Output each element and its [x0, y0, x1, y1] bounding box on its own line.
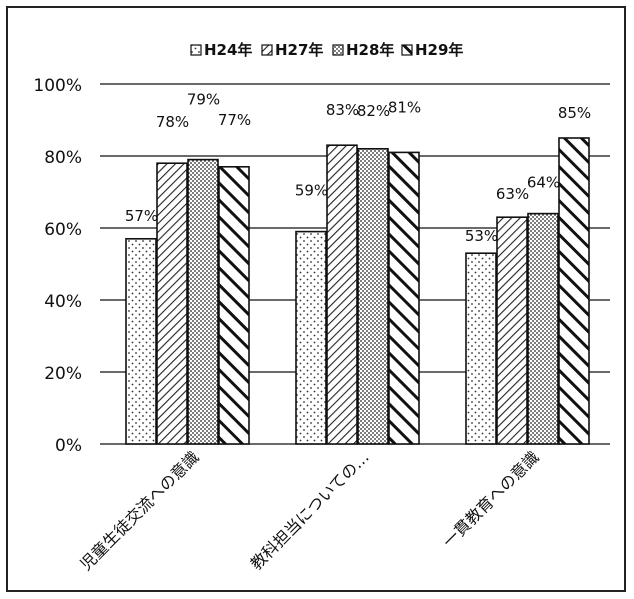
y-tick-label: 60%	[44, 220, 82, 240]
y-tick-label: 40%	[44, 292, 82, 312]
legend-label-H24年: H24年	[204, 41, 252, 59]
x-axis: 児童生徒交流への意識 教科担当についての… 一貫教育への意識	[76, 447, 543, 574]
legend-swatch-H28年	[332, 44, 344, 56]
y-tick-label: 20%	[44, 364, 82, 384]
bar-H28年-2	[527, 212, 559, 445]
bars	[125, 137, 590, 445]
bar-H27年-0	[156, 162, 188, 445]
data-label: 57%	[125, 207, 158, 225]
data-label: 63%	[496, 185, 529, 203]
data-label: 53%	[465, 227, 498, 245]
legend-label-H27年: H27年	[275, 41, 323, 59]
bar-H28年-1	[357, 148, 389, 445]
y-tick-label: 100%	[33, 76, 82, 96]
data-label: 79%	[187, 91, 220, 109]
bar-H29年-2	[558, 137, 590, 445]
data-label: 82%	[357, 102, 390, 120]
bar-H27年-2	[496, 216, 528, 445]
bar-H29年-1	[388, 151, 420, 445]
data-labels: 57% 78% 79% 77% 59% 83%82%81% 53% 63%64% 85%	[125, 91, 591, 246]
x-category-label: 児童生徒交流への意識	[76, 447, 203, 574]
bar-H24年-1	[295, 230, 327, 445]
legend-label-H29年: H29年	[415, 41, 463, 59]
y-axis: 0% 20% 40% 60% 80% 100%	[33, 76, 82, 456]
bar-H28年-0	[187, 158, 219, 445]
data-label: 64%	[527, 174, 560, 192]
legend-label-H28年: H28年	[346, 41, 394, 59]
bar-H27年-1	[326, 144, 358, 445]
legend-swatch-H24年	[190, 44, 202, 56]
bar-H24年-0	[125, 238, 157, 445]
legend: H24年 H27年 H28年 H29年	[190, 41, 463, 59]
legend-swatch-H29年	[401, 44, 413, 56]
data-label: 78%	[156, 113, 189, 131]
data-label: 85%	[558, 104, 591, 122]
chart-frame: H24年 H27年 H28年 H29年 0% 20% 40% 60% 80% 100% 57% 7…	[6, 6, 626, 592]
legend-swatch-H27年	[261, 44, 273, 56]
x-category-label: 教科担当についての…	[247, 447, 373, 573]
bar-H29年-0	[218, 166, 250, 445]
x-category-label: 一貫教育への意識	[439, 447, 543, 551]
y-tick-label: 80%	[44, 148, 82, 168]
y-tick-label: 0%	[55, 436, 82, 456]
data-label: 59%	[295, 182, 328, 200]
bar-H24年-2	[465, 252, 497, 445]
bar-chart: H24年 H27年 H28年 H29年 0% 20% 40% 60% 80% 100% 57% 7…	[33, 41, 610, 574]
data-label: 77%	[218, 111, 251, 129]
data-label: 83%	[326, 101, 359, 119]
data-label: 81%	[388, 98, 421, 116]
